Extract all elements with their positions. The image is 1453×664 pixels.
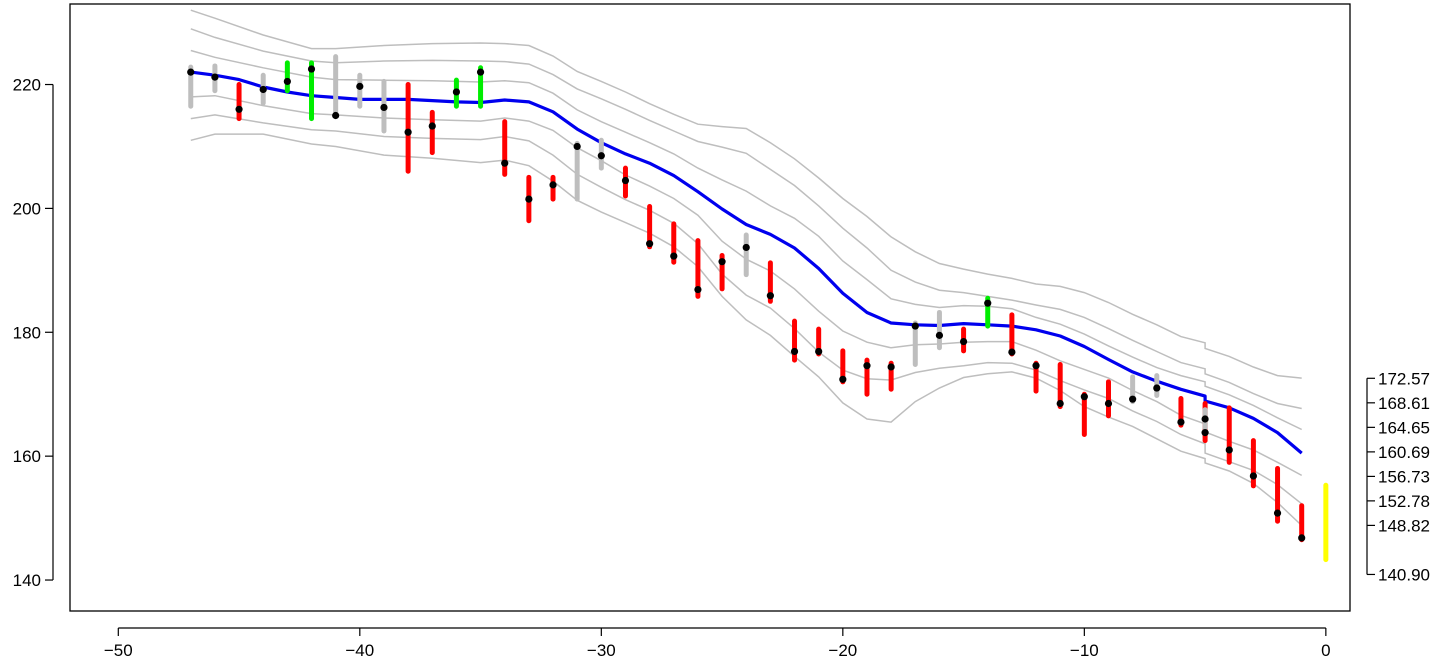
- observation-point-43: [1201, 429, 1209, 437]
- observation-point-28: [839, 375, 847, 383]
- quantile-bands: [190, 9, 1303, 527]
- observation-point-1: [187, 68, 195, 76]
- right-tick-label: 168.61: [1378, 394, 1430, 413]
- x-tick-label: −30: [587, 641, 616, 660]
- observation-point-18: [597, 152, 605, 160]
- band-line-2: [190, 28, 1302, 410]
- right-tick-label: 152.78: [1378, 492, 1430, 511]
- observation-point-47: [1273, 509, 1282, 517]
- observation-point-4: [259, 85, 267, 94]
- observation-point-34: [984, 299, 992, 307]
- trend-path: [190, 70, 1303, 455]
- x-tick-label: −50: [104, 641, 133, 660]
- observation-point-7: [332, 111, 340, 120]
- observation-point-41: [1153, 384, 1161, 392]
- observation-point-42: [1177, 418, 1185, 426]
- observation-point-5: [283, 77, 291, 86]
- band-line-1: [190, 9, 1302, 379]
- observation-point-3: [235, 105, 243, 113]
- observation-point-14: [501, 159, 509, 167]
- observation-point-15: [525, 195, 533, 203]
- right-tick-label: 160.69: [1378, 443, 1430, 462]
- observation-point-48: [1298, 534, 1306, 542]
- observation-point-9: [380, 103, 388, 112]
- observation-point-20: [646, 240, 654, 248]
- observation-point-45: [1225, 446, 1233, 454]
- observation-point-21: [670, 252, 678, 260]
- observation-point-25: [766, 292, 774, 300]
- observation-point-16: [549, 181, 557, 189]
- observation-point-12: [452, 88, 461, 96]
- band-line-4: [190, 94, 1303, 477]
- observation-point-6: [307, 65, 316, 73]
- band-line-6: [190, 133, 1303, 527]
- y-tick-label: 200: [13, 199, 41, 218]
- x-tick-label: −40: [345, 641, 374, 660]
- plot-area: [69, 3, 1351, 612]
- observation-point-39: [1104, 399, 1113, 408]
- observation-point-27: [815, 347, 823, 356]
- observation-point-38: [1080, 393, 1088, 401]
- observation-point-29: [863, 362, 871, 370]
- observation-point-8: [356, 82, 364, 90]
- observation-point-24: [742, 243, 750, 252]
- axes: −50 −40 −30 −20 −10 0 140 160 180 200 220 172.57 168…: [13, 76, 1430, 660]
- trend-line: [190, 70, 1303, 455]
- right-tick-label: 148.82: [1378, 516, 1430, 535]
- x-tick-label: −10: [1070, 641, 1099, 660]
- right-tick-label: 172.57: [1378, 369, 1430, 388]
- right-tick-label: 156.73: [1378, 467, 1430, 486]
- observation-point-2: [211, 73, 219, 81]
- observation-point-23: [718, 258, 726, 266]
- observation-point-10: [404, 128, 412, 136]
- observations: [187, 54, 1306, 543]
- observation-point-26: [790, 347, 799, 356]
- x-tick-label: −20: [828, 641, 857, 660]
- observation-point-40: [1129, 395, 1137, 403]
- x-tick-label: 0: [1321, 641, 1330, 660]
- observation-point-31: [911, 322, 919, 330]
- observation-point-35: [1008, 348, 1016, 356]
- observation-point-22: [694, 285, 702, 294]
- observation-point-36: [1032, 362, 1040, 370]
- y-tick-label: 180: [13, 323, 41, 342]
- observation-point-44: [1201, 415, 1209, 423]
- observation-point-46: [1249, 472, 1257, 480]
- band-line-5: [190, 114, 1303, 505]
- observation-point-11: [428, 122, 436, 130]
- right-tick-label: 140.90: [1378, 565, 1430, 584]
- y-tick-label: 140: [13, 571, 41, 590]
- y-tick-label: 220: [13, 76, 41, 95]
- observation-point-37: [1056, 399, 1064, 408]
- observation-point-17: [573, 142, 581, 151]
- observation-point-30: [887, 363, 895, 371]
- observation-point-19: [621, 176, 630, 185]
- y-tick-label: 160: [13, 447, 41, 466]
- observation-point-33: [959, 337, 968, 346]
- observation-point-32: [935, 331, 944, 339]
- right-tick-label: 164.65: [1378, 418, 1430, 437]
- observation-point-13: [476, 68, 485, 76]
